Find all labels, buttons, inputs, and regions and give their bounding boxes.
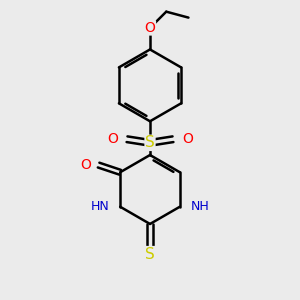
Text: O: O: [182, 132, 193, 146]
Text: S: S: [145, 247, 155, 262]
Text: NH: NH: [190, 200, 209, 213]
Text: O: O: [107, 132, 118, 146]
Text: S: S: [145, 135, 155, 150]
Text: O: O: [145, 21, 155, 35]
Text: O: O: [80, 158, 92, 172]
Text: HN: HN: [91, 200, 110, 213]
